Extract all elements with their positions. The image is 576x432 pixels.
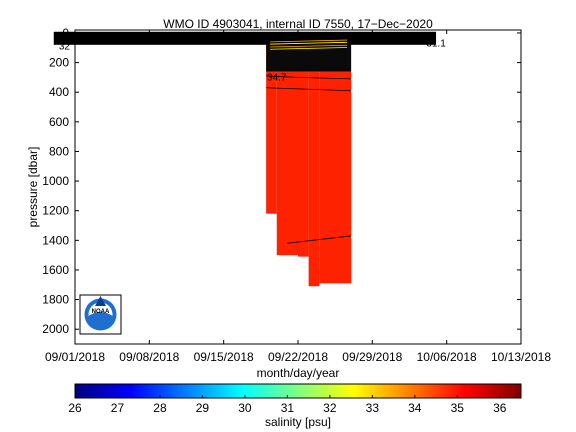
contour-line	[270, 44, 348, 48]
x-tick-label: 09/15/2018	[194, 350, 254, 364]
y-tick-label: 1200	[42, 204, 69, 218]
contour-line	[287, 235, 352, 244]
y-tick-label: 1600	[42, 263, 69, 277]
y-tick-label: 0	[62, 26, 69, 40]
colorbar: 26 27 28 29 30 31 32 33 34 35 36	[68, 383, 522, 415]
y-tick-label: 2000	[42, 322, 69, 336]
surface-layer	[53, 31, 437, 45]
logo-text: NOAA	[92, 309, 110, 315]
profile-column	[266, 32, 277, 214]
contour-label: 34.7	[267, 72, 287, 83]
chart-title: WMO ID 4903041, internal ID 7550, 17−Dec…	[163, 17, 433, 31]
contour-line	[266, 75, 352, 80]
colorbar-tick-label: 31	[281, 401, 295, 415]
y-axis: 0 200 400 600 800 1000 1200 1400 1600 1800 2000	[42, 26, 521, 336]
colorbar-tick-label: 32	[323, 401, 337, 415]
colorbar-bar	[74, 383, 522, 399]
noaa-logo: NOAA	[79, 294, 122, 335]
colorbar-tick-label: 28	[153, 401, 167, 415]
y-tick-label: 600	[49, 115, 69, 129]
profile-column	[308, 32, 320, 287]
contour-label: 31.1	[426, 38, 446, 49]
y-tick-label: 1800	[42, 293, 69, 307]
y-axis-label: pressure [dbar]	[26, 147, 40, 228]
y-tick-label: 200	[49, 56, 69, 70]
x-tick-label: 09/29/2018	[342, 350, 402, 364]
x-tick-label: 10/13/2018	[491, 350, 551, 364]
y-tick-label: 1400	[42, 233, 69, 247]
contour-line	[266, 87, 352, 92]
contour-line	[270, 41, 348, 45]
x-tick-label: 09/08/2018	[119, 350, 179, 364]
x-tick-label: 10/06/2018	[417, 350, 477, 364]
x-axis-label: month/day/year	[257, 366, 340, 380]
contour-line	[270, 39, 348, 43]
colorbar-tick-label: 34	[408, 401, 422, 415]
contour-label: 32	[59, 41, 71, 52]
colorbar-tick-label: 35	[451, 401, 465, 415]
colorbar-tick-label: 26	[68, 401, 82, 415]
x-tick-label: 09/01/2018	[45, 350, 105, 364]
profile-column	[298, 32, 309, 257]
x-axis: 09/01/2018 09/08/2018 09/15/2018 09/22/2018…	[45, 30, 551, 364]
colorbar-tick-label: 27	[111, 401, 125, 415]
y-tick-label: 800	[49, 144, 69, 158]
colorbar-tick-label: 36	[493, 401, 507, 415]
plot-area: 34.7 32 31.1	[53, 31, 446, 287]
colorbar-tick-label: 29	[196, 401, 210, 415]
colorbar-label: salinity [psu]	[265, 415, 331, 429]
y-tick-label: 400	[49, 85, 69, 99]
x-tick-label: 09/22/2018	[268, 350, 328, 364]
colorbar-tick-label: 30	[238, 401, 252, 415]
profile-column	[319, 32, 352, 284]
y-tick-label: 1000	[42, 174, 69, 188]
contour-line	[270, 47, 348, 50]
colorbar-tick-label: 33	[366, 401, 380, 415]
